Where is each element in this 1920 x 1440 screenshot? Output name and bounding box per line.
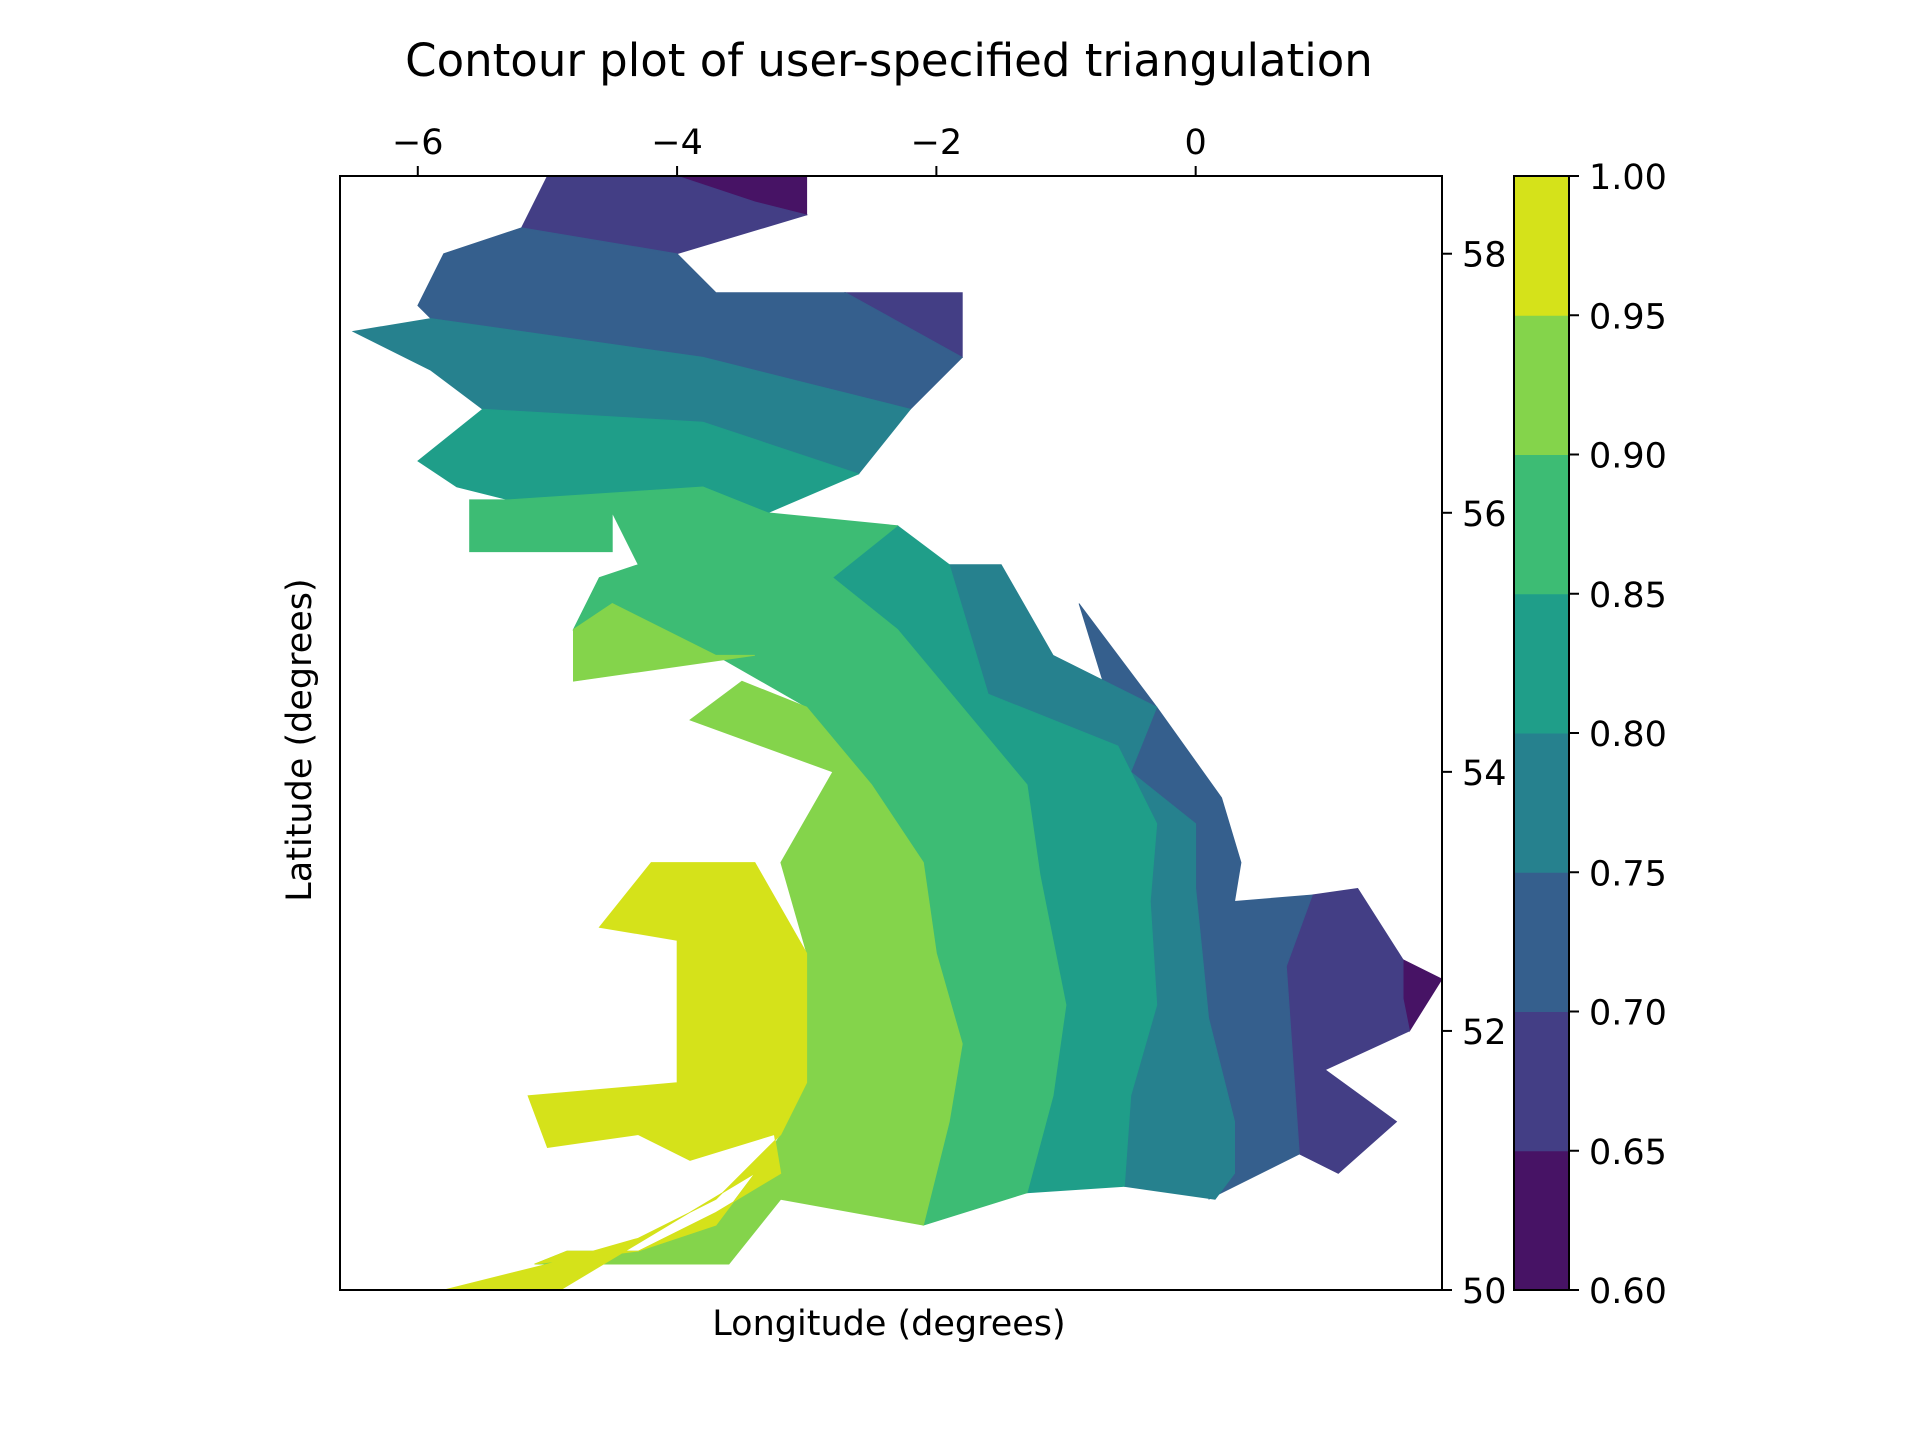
y-tick-label: 56	[1462, 495, 1507, 535]
colorbar-tick-label: 0.70	[1589, 994, 1667, 1034]
colorbar-segment	[1514, 593, 1569, 734]
chart-title: Contour plot of user-specified triangula…	[405, 34, 1373, 87]
x-tick-label: −6	[392, 123, 444, 163]
colorbar-tick-label: 0.85	[1589, 576, 1667, 616]
x-tick-label: −4	[651, 123, 703, 163]
contour-band-0.90-0.95	[573, 603, 755, 682]
colorbar-tick-label: 1.00	[1589, 158, 1667, 198]
x-tick-label: 0	[1185, 123, 1207, 163]
colorbar-tick-label: 0.60	[1589, 1272, 1667, 1312]
colorbar-tick-label: 0.75	[1589, 854, 1667, 894]
colorbar-segment	[1514, 176, 1569, 316]
contour-band-0.65-0.70	[1285, 887, 1411, 1174]
y-tick-label: 54	[1462, 754, 1507, 794]
colorbar-tick-label: 0.80	[1589, 715, 1667, 755]
colorbar-tick-label: 0.65	[1589, 1133, 1667, 1173]
plot-frame	[339, 175, 1443, 1291]
colorbar-tick-label: 0.95	[1589, 297, 1667, 337]
y-tick-label: 58	[1462, 236, 1507, 276]
colorbar-segment	[1514, 315, 1569, 455]
y-tick-label: 52	[1462, 1013, 1507, 1053]
colorbar-segment	[1514, 1150, 1569, 1291]
colorbar-segment	[1514, 1011, 1569, 1152]
colorbar-segment	[1514, 733, 1569, 873]
x-axis-top: −6 −4 −2 0	[392, 123, 1207, 176]
y-axis-label: Latitude (degrees)	[280, 578, 320, 901]
contour-bands	[351, 176, 1442, 1290]
y-tick-label: 50	[1462, 1272, 1507, 1312]
x-axis-label: Longitude (degrees)	[712, 1304, 1065, 1344]
colorbar-segment	[1514, 454, 1569, 595]
colorbar-tick-label: 0.90	[1589, 437, 1667, 477]
colorbar-segment	[1514, 872, 1569, 1012]
contour-band-0.95-1.00	[443, 862, 808, 1290]
x-tick-label: −2	[911, 123, 963, 163]
colorbar: 0.60 0.65 0.70 0.75 0.80 0.85 0.90 0.95 1.00	[1513, 158, 1667, 1312]
y-axis-right: 50 52 54 56 58	[1442, 236, 1507, 1312]
contour-band-0.60-0.65	[1402, 959, 1442, 1032]
